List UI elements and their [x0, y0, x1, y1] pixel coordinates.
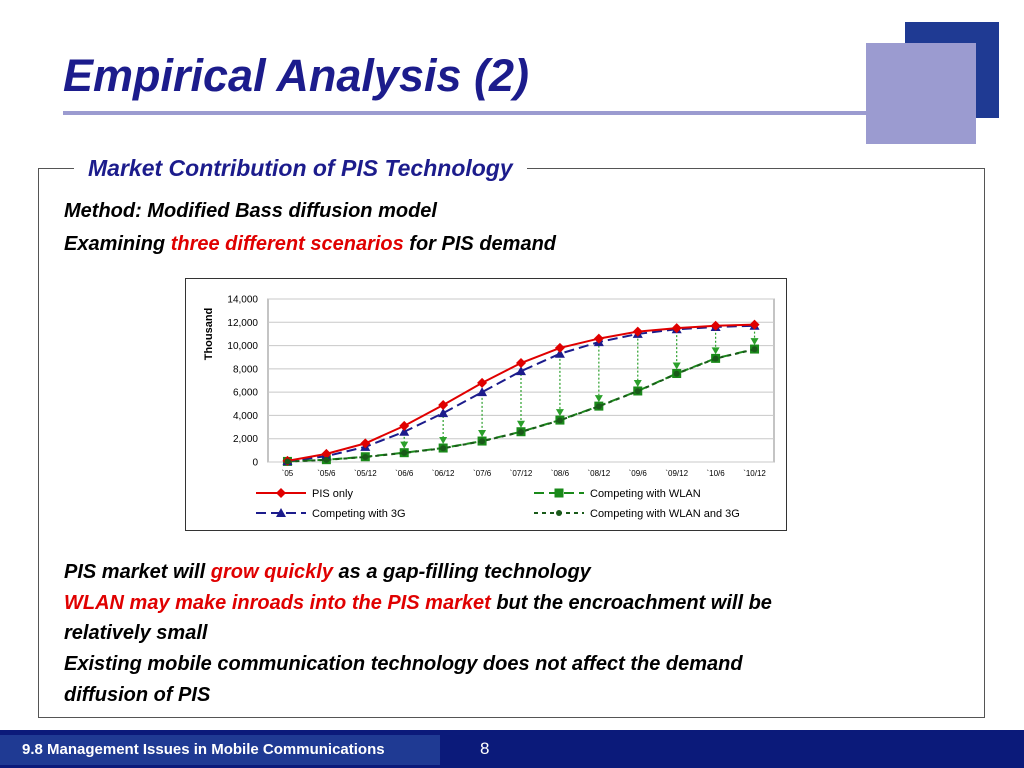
- data-point: [477, 377, 488, 388]
- y-tick-label: 14,000: [227, 295, 258, 306]
- x-tick-label: `09/6: [629, 469, 648, 478]
- data-point: [440, 445, 447, 452]
- x-tick-label: `07/6: [473, 469, 492, 478]
- decor-square-light: [866, 43, 976, 144]
- y-tick-label: 2,000: [233, 434, 258, 445]
- y-tick-label: 12,000: [227, 318, 258, 329]
- data-point: [438, 408, 449, 418]
- data-point: [712, 355, 719, 362]
- bullet-grow-suffix: as a gap-filling technology: [332, 561, 591, 583]
- legend-label: Competing with 3G: [312, 508, 406, 520]
- data-point: [671, 323, 682, 334]
- legend-label: Competing with WLAN: [590, 488, 701, 500]
- y-tick-label: 0: [252, 458, 258, 469]
- legend-marker: [276, 508, 286, 517]
- data-point: [634, 388, 641, 395]
- y-tick-label: 6,000: [233, 388, 258, 399]
- bullet-grow: PIS market will grow quickly as a gap-fi…: [64, 561, 591, 584]
- diffusion-chart: Thousand 14,000 12,000 10,000 8,000 6,000 4,0…: [203, 295, 775, 520]
- gap-arrow-head: [555, 409, 564, 417]
- data-point: [556, 417, 563, 424]
- data-point: [399, 420, 410, 431]
- gap-arrow-head: [672, 362, 681, 370]
- examining-prefix: Examining: [64, 233, 171, 255]
- gap-arrow-head: [439, 437, 448, 445]
- data-point: [323, 456, 330, 463]
- bullet-grow-prefix: PIS market will: [64, 561, 211, 583]
- bullet-wlan: WLAN may make inroads into the PIS marke…: [64, 592, 772, 615]
- legend-label: PIS only: [312, 488, 353, 500]
- x-tick-label: `05: [282, 469, 294, 478]
- footer-course-title: 9.8 Management Issues in Mobile Communic…: [22, 741, 385, 758]
- data-point: [673, 370, 680, 377]
- bullet-wlan-suffix: but the encroachment will be: [490, 592, 772, 614]
- x-tick-label: `10/12: [743, 469, 766, 478]
- data-point: [479, 438, 486, 445]
- legend-label: Competing with WLAN and 3G: [590, 508, 740, 520]
- x-tick-label: `06/6: [395, 469, 414, 478]
- plot-area: [267, 298, 775, 463]
- legend-marker: [554, 488, 564, 498]
- legend-marker: [276, 488, 286, 498]
- gap-arrow-head: [400, 441, 409, 449]
- data-point: [751, 346, 758, 353]
- legend-marker: [556, 510, 562, 516]
- data-point: [360, 438, 371, 449]
- data-point: [321, 448, 332, 459]
- data-point: [595, 403, 602, 410]
- examining-suffix: for PIS demand: [403, 233, 556, 255]
- data-point: [518, 428, 524, 435]
- y-axis-label: Thousand: [203, 308, 215, 361]
- x-tick-label: `08/6: [551, 469, 570, 478]
- data-point: [284, 458, 291, 465]
- series-line: [287, 323, 755, 462]
- chart-container: Thousand 14,000 12,000 10,000 8,000 6,000 4,0…: [185, 278, 787, 531]
- gap-arrow-head: [750, 338, 759, 346]
- data-point: [593, 333, 604, 344]
- x-tick-label: `05/6: [317, 469, 336, 478]
- method-line: Method: Modified Bass diffusion model: [64, 200, 437, 222]
- data-point: [516, 366, 526, 376]
- x-tick-label: `07/12: [510, 469, 533, 478]
- gap-arrow-head: [478, 430, 487, 438]
- data-point: [401, 449, 408, 456]
- bullet-wlan-line2: relatively small: [64, 622, 208, 644]
- x-tick-label: `05/12: [354, 469, 377, 478]
- x-tick-label: `10/6: [706, 469, 725, 478]
- slide-title: Empirical Analysis (2): [63, 50, 530, 101]
- bullet-grow-highlight: grow quickly: [210, 561, 333, 583]
- examining-line: Examining three different scenarios for …: [64, 233, 556, 256]
- examining-highlight: three different scenarios: [170, 233, 404, 255]
- bullet-wlan-highlight: WLAN may make inroads into the PIS marke…: [64, 592, 491, 614]
- footer-title-block: [0, 735, 440, 765]
- x-tick-label: `06/12: [432, 469, 455, 478]
- data-point: [477, 387, 488, 397]
- gap-arrow-head: [594, 395, 603, 403]
- data-point: [438, 399, 449, 410]
- data-point: [749, 319, 760, 330]
- section-title: Market Contribution of PIS Technology: [74, 155, 527, 182]
- x-tick-label: `09/12: [665, 469, 688, 478]
- x-tick-label: `08/12: [588, 469, 611, 478]
- gap-arrow-head: [711, 347, 720, 355]
- title-underline: [63, 111, 868, 115]
- data-point: [362, 453, 369, 460]
- data-point: [632, 326, 643, 337]
- data-point: [554, 342, 565, 353]
- gap-arrow-head: [517, 420, 525, 428]
- data-point: [710, 320, 721, 331]
- bullet-mobile: Existing mobile communication technology…: [64, 653, 743, 675]
- data-point: [554, 348, 565, 358]
- series-line: [287, 324, 755, 463]
- data-point: [516, 358, 526, 369]
- y-tick-label: 10,000: [227, 341, 258, 352]
- y-tick-label: 8,000: [233, 364, 258, 375]
- gap-arrow-head: [633, 379, 642, 387]
- data-point: [399, 426, 410, 436]
- bullet-mobile-line2: diffusion of PIS: [64, 684, 211, 706]
- page-number: 8: [480, 739, 490, 758]
- y-tick-label: 4,000: [233, 411, 258, 422]
